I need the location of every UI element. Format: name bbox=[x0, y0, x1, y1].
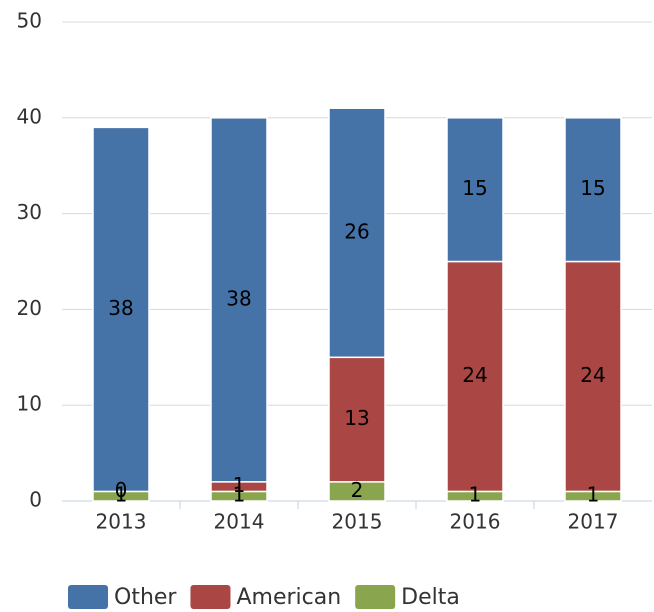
legend-label: American bbox=[236, 585, 341, 610]
x-tick-label: 2013 bbox=[96, 510, 147, 534]
bar-segment bbox=[92, 126, 150, 493]
data-label: 24 bbox=[580, 363, 605, 387]
legend-swatch bbox=[355, 585, 396, 609]
data-label: 15 bbox=[580, 176, 605, 200]
y-tick-label: 20 bbox=[17, 296, 42, 320]
bar-segment bbox=[564, 260, 622, 493]
y-tick-label: 40 bbox=[17, 104, 42, 128]
data-label: 1 bbox=[233, 483, 246, 507]
data-label: 15 bbox=[462, 176, 487, 200]
y-tick-label: 10 bbox=[17, 392, 42, 416]
y-tick-label: 0 bbox=[29, 488, 42, 512]
data-label: 1 bbox=[587, 483, 600, 507]
y-tick-label: 30 bbox=[17, 200, 42, 224]
data-label: 38 bbox=[108, 296, 133, 320]
bar-segment bbox=[328, 356, 386, 483]
data-label: 2 bbox=[351, 478, 364, 502]
data-label: 0 bbox=[115, 478, 128, 502]
x-tick-label: 2014 bbox=[214, 510, 265, 534]
y-tick-label: 50 bbox=[17, 9, 42, 33]
x-tick-label: 2017 bbox=[568, 510, 619, 534]
bar-segment bbox=[446, 117, 504, 263]
data-label: 13 bbox=[344, 406, 369, 430]
bar-segment bbox=[446, 260, 504, 493]
data-label: 24 bbox=[462, 363, 487, 387]
legend-label: Other bbox=[114, 585, 177, 610]
bar-segment bbox=[564, 117, 622, 263]
legend-label: Delta bbox=[401, 585, 460, 610]
bar-segment bbox=[210, 117, 268, 483]
data-label: 1 bbox=[115, 483, 128, 507]
bar-segment bbox=[328, 107, 386, 359]
legend-swatch bbox=[190, 585, 231, 609]
data-label: 38 bbox=[226, 286, 251, 310]
legend-swatch bbox=[68, 585, 108, 609]
data-label: 1 bbox=[233, 473, 246, 497]
data-label: 26 bbox=[344, 219, 369, 243]
x-tick-label: 2016 bbox=[450, 510, 501, 534]
data-label: 1 bbox=[469, 483, 482, 507]
x-tick-label: 2015 bbox=[332, 510, 383, 534]
